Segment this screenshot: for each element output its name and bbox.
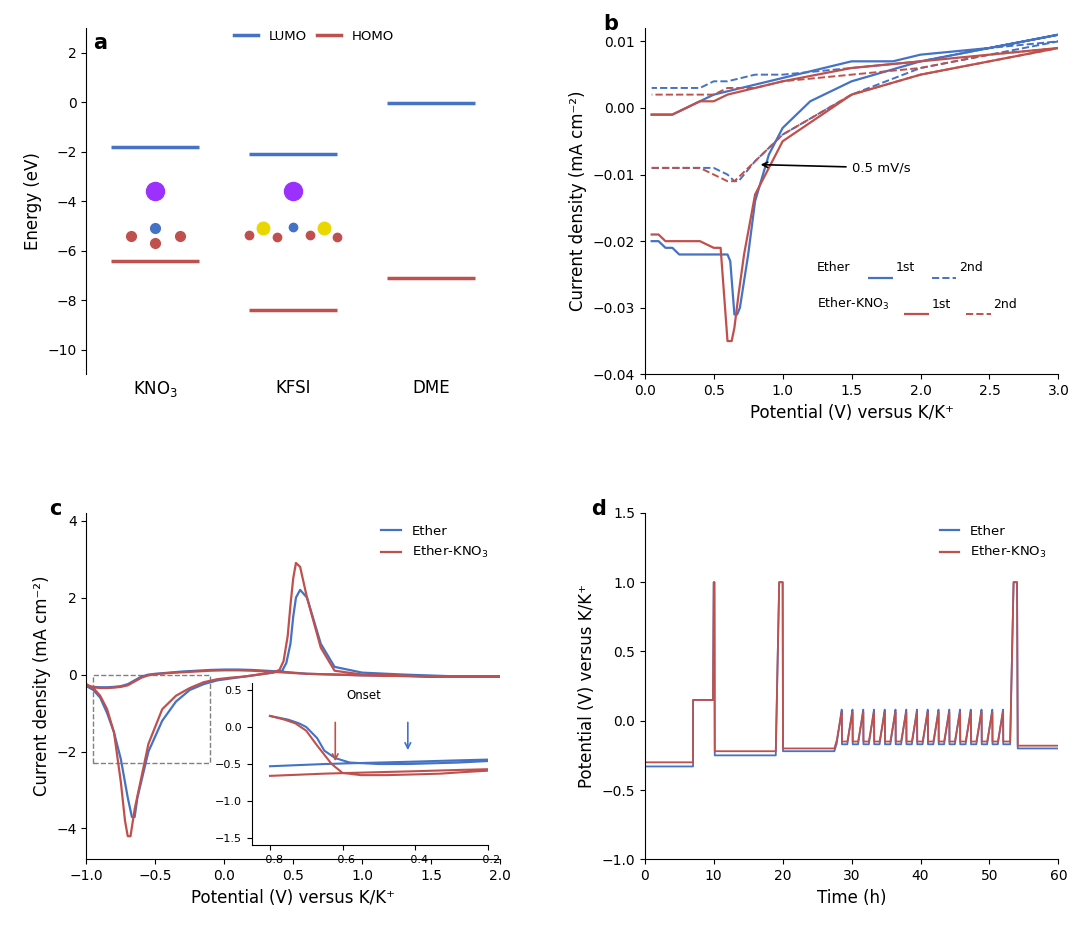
Text: c: c bbox=[50, 499, 62, 519]
Bar bbox=[93, 674, 211, 763]
X-axis label: Potential (V) versus K/K⁺: Potential (V) versus K/K⁺ bbox=[750, 403, 954, 421]
Y-axis label: Current density (mA cm⁻²): Current density (mA cm⁻²) bbox=[32, 576, 51, 797]
Text: 0.5 mV/s: 0.5 mV/s bbox=[762, 162, 910, 175]
Text: 2nd: 2nd bbox=[994, 298, 1017, 311]
Y-axis label: Energy (eV): Energy (eV) bbox=[24, 152, 42, 250]
Text: a: a bbox=[93, 33, 107, 53]
Text: Ether-KNO$_3$: Ether-KNO$_3$ bbox=[818, 296, 890, 312]
X-axis label: Potential (V) versus K/K⁺: Potential (V) versus K/K⁺ bbox=[191, 888, 395, 907]
Y-axis label: Current density (mA cm⁻²): Current density (mA cm⁻²) bbox=[569, 91, 588, 311]
Legend: Ether, Ether-KNO$_3$: Ether, Ether-KNO$_3$ bbox=[376, 519, 494, 566]
Text: Ether: Ether bbox=[818, 262, 851, 275]
X-axis label: Time (h): Time (h) bbox=[816, 888, 887, 907]
Text: d: d bbox=[591, 499, 606, 519]
Text: b: b bbox=[604, 14, 619, 35]
Y-axis label: Potential (V) versus K/K⁺: Potential (V) versus K/K⁺ bbox=[578, 584, 596, 788]
Legend: LUMO, HOMO: LUMO, HOMO bbox=[229, 24, 399, 48]
Legend: Ether, Ether-KNO$_3$: Ether, Ether-KNO$_3$ bbox=[934, 519, 1052, 566]
Text: 1st: 1st bbox=[895, 262, 915, 275]
Text: 2nd: 2nd bbox=[959, 262, 983, 275]
Text: 1st: 1st bbox=[932, 298, 950, 311]
